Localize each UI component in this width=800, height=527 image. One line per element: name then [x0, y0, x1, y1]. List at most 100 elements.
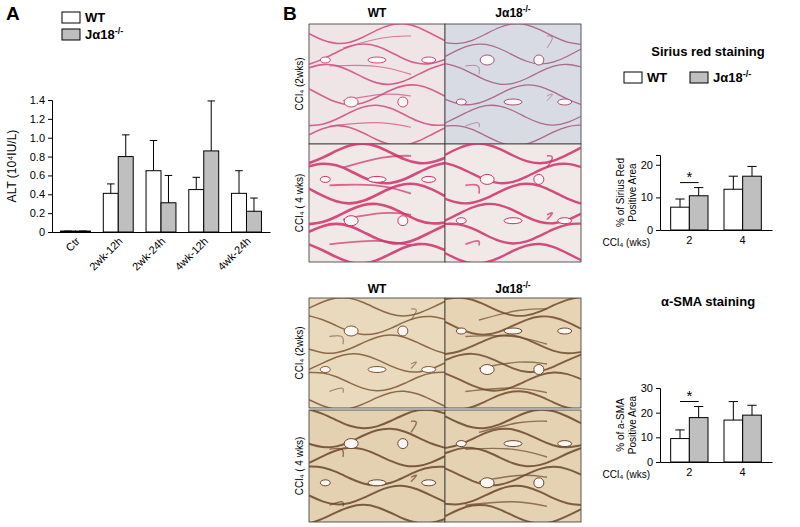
bar	[671, 439, 690, 462]
tick-label: 0.6	[30, 169, 45, 181]
y-tick: 0	[39, 226, 52, 238]
y-tick: 0.2	[30, 207, 52, 219]
vessel	[422, 176, 436, 182]
septum-branch	[479, 421, 547, 432]
vessel	[422, 57, 436, 63]
tick-label: 0	[647, 224, 653, 236]
tick-mark	[48, 157, 52, 158]
vessel	[320, 480, 330, 486]
bar	[232, 193, 247, 232]
septum	[445, 105, 581, 125]
chart: 00.20.40.60.81.01.21.4Ctr2wk-12h2wk-24h4…	[5, 10, 271, 273]
vessel	[344, 97, 358, 107]
bar	[724, 420, 743, 462]
tick-label: 2	[686, 466, 692, 478]
tick-mark	[656, 413, 660, 414]
septum	[309, 505, 445, 522]
x-tick: 4	[740, 230, 746, 246]
septum	[309, 244, 445, 262]
septum	[445, 184, 581, 204]
septum	[309, 448, 445, 467]
septum-branch	[329, 388, 343, 393]
septum	[309, 85, 445, 105]
axis-line	[656, 156, 661, 231]
tick-mark	[48, 119, 52, 120]
vessel	[480, 174, 494, 184]
septum-branch	[465, 388, 547, 393]
micrograph-texture	[309, 298, 445, 408]
tick-label: 0.8	[30, 151, 45, 163]
vessel	[368, 176, 386, 182]
y-axis-title: % of a-SMA	[615, 398, 626, 452]
septum	[309, 372, 445, 391]
septum-branch	[329, 336, 343, 345]
vessel	[368, 480, 386, 486]
error-bar	[698, 407, 699, 418]
y-tick: 0.8	[30, 151, 52, 163]
vessel	[422, 367, 436, 373]
septum-branch	[329, 123, 411, 128]
septum-branch	[343, 36, 411, 48]
error-cap	[250, 198, 257, 199]
tick-label: 0.4	[30, 188, 45, 200]
y-axis-title: ALT (10⁴IU/L)	[5, 130, 19, 203]
tick-label: Ctr	[63, 235, 82, 254]
error-bar	[752, 166, 753, 176]
row-label: CCl₄ ( 4 wks)	[294, 437, 305, 496]
legend-label: Jα18-/-	[713, 69, 751, 85]
vessel	[558, 99, 572, 105]
septum	[309, 64, 445, 85]
column-label: Jα18-/-	[495, 4, 531, 20]
bar	[189, 190, 204, 232]
tick-mark	[48, 138, 52, 139]
tick-label: 0	[39, 226, 45, 238]
septum-branch	[479, 309, 547, 320]
septum-branch	[329, 185, 411, 194]
septum	[309, 126, 445, 144]
tick-label: 10	[641, 431, 653, 443]
vessel	[534, 478, 544, 488]
tick-label: 0.2	[30, 207, 45, 219]
vessel	[480, 55, 494, 65]
tick-label: 2wk-12h	[87, 235, 125, 273]
error-cap	[107, 183, 114, 184]
error-cap	[694, 187, 703, 188]
row-label: CCl₄ (2wks)	[294, 58, 305, 111]
septum	[445, 354, 581, 372]
vessel	[368, 367, 386, 373]
septum	[445, 391, 581, 408]
septum	[445, 410, 581, 428]
micrograph-texture	[445, 24, 581, 144]
y-axis-title: Positive Area	[627, 395, 638, 454]
error-cap	[165, 175, 172, 176]
y-tick: 0	[647, 456, 660, 468]
legend-label: Jα18-/-	[85, 26, 123, 42]
septum	[445, 224, 581, 244]
plot-marks	[671, 402, 762, 462]
error-cap	[79, 231, 86, 232]
error-bar	[698, 188, 699, 196]
septum-branch	[411, 362, 416, 368]
vessel	[398, 97, 408, 107]
bar	[743, 415, 762, 462]
septum-branch	[329, 241, 411, 246]
error-bar	[253, 198, 254, 211]
septum	[445, 335, 581, 354]
septum-branch	[411, 421, 416, 432]
error-cap	[747, 166, 756, 167]
panel-label: B	[283, 3, 297, 24]
y-tick: 30	[641, 382, 660, 394]
axis-line	[53, 232, 271, 233]
legend-swatch	[690, 72, 708, 83]
septum	[445, 448, 581, 467]
y-axis: 0 10 20	[641, 156, 661, 237]
tick-mark	[656, 230, 660, 231]
septum	[309, 335, 445, 353]
tick-label: 10	[641, 191, 653, 203]
y-tick: 20	[641, 159, 660, 171]
vessel	[534, 174, 544, 184]
tick-label: 0	[647, 456, 653, 468]
tick-mark	[48, 213, 52, 214]
septum	[309, 354, 445, 372]
vessel	[504, 441, 522, 447]
